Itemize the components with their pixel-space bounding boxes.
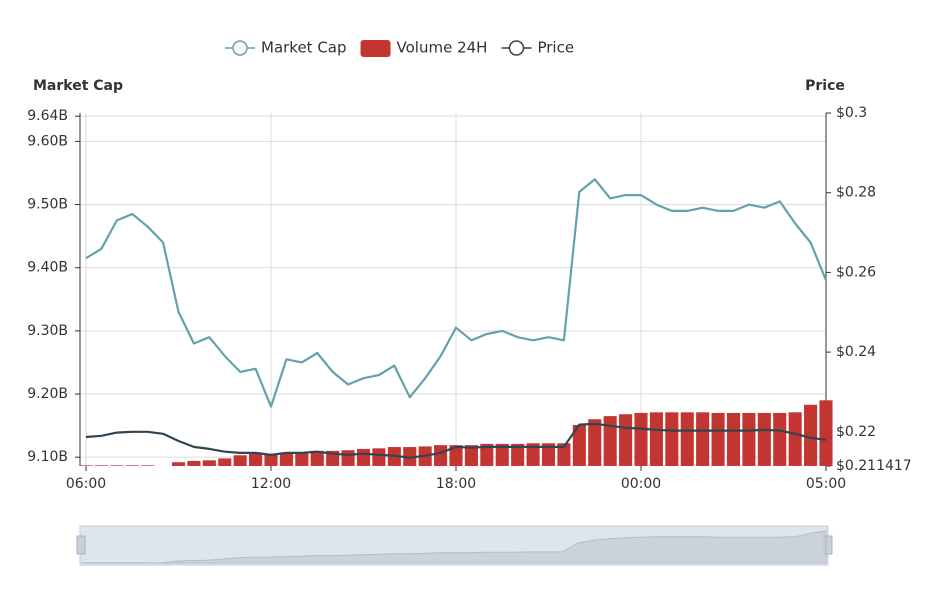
- legend-circle: [232, 40, 248, 56]
- volume-bar: [464, 445, 478, 466]
- y2-tick-label: $0.3: [836, 105, 867, 121]
- volume-bar: [757, 412, 771, 466]
- y2-tick-label: $0.28: [836, 185, 876, 201]
- y-tick-label: 9.30B: [27, 323, 68, 339]
- volume-bar: [511, 443, 525, 466]
- volume-bar: [310, 450, 324, 466]
- volume-bar: [356, 448, 371, 466]
- y2-tick-label: $0.24: [836, 344, 876, 360]
- volume-bar: [218, 458, 232, 466]
- legend-circle: [508, 40, 525, 56]
- volume-bar: [249, 454, 263, 466]
- x-tick-label: 12:00: [251, 476, 291, 492]
- volume-bar: [403, 447, 417, 466]
- volume-bar: [264, 454, 278, 466]
- volume-bar: [480, 443, 494, 466]
- volume-bar: [171, 462, 186, 466]
- y2-tick-label: $0.211417: [836, 458, 912, 474]
- legend-swatch: [360, 40, 391, 57]
- volume-bar: [495, 443, 509, 466]
- volume-bar: [726, 412, 741, 466]
- volume-bar: [187, 460, 201, 466]
- volume-bar: [819, 400, 833, 466]
- x-tick-label: 05:00: [806, 476, 846, 492]
- volume-bar: [202, 460, 216, 466]
- volume-bar: [141, 465, 155, 466]
- y-tick-label: 9.40B: [27, 260, 68, 276]
- series-line: [85, 178, 828, 408]
- y-axis-title: Market Cap: [33, 78, 123, 94]
- x-tick-label: 00:00: [621, 476, 661, 492]
- volume-bar: [125, 465, 139, 466]
- legend-label: Market Cap: [261, 39, 347, 57]
- legend-item[interactable]: Price: [501, 39, 574, 57]
- volume-bar: [541, 443, 556, 466]
- volume-bar: [572, 424, 586, 466]
- series-line: [85, 422, 827, 459]
- volume-bar: [557, 443, 571, 466]
- volume-bar: [634, 412, 648, 466]
- y2-tick-label: $0.22: [836, 424, 876, 440]
- y-tick-label: 9.10B: [27, 449, 68, 465]
- volume-bar: [711, 412, 725, 466]
- volume-bar: [742, 412, 756, 466]
- y-tick-label: 9.64B: [27, 108, 68, 124]
- volume-bar: [588, 419, 602, 466]
- zoom-preview: [81, 530, 827, 564]
- volume-bar: [804, 404, 818, 466]
- volume-bar: [295, 452, 309, 466]
- volume-bar: [279, 453, 293, 466]
- volume-bar: [603, 416, 617, 466]
- volume-bar: [434, 445, 448, 466]
- volume-bar: [372, 448, 386, 466]
- volume-bar: [696, 412, 710, 466]
- y-tick-label: 9.20B: [27, 386, 68, 402]
- y2-axis-title: Price: [805, 78, 845, 94]
- volume-bar: [110, 465, 124, 466]
- volume-bar: [680, 412, 694, 466]
- volume-bar: [773, 412, 787, 466]
- volume-bar: [79, 465, 93, 466]
- volume-bar: [94, 465, 108, 466]
- legend-label: Price: [537, 39, 574, 57]
- volume-bar: [788, 412, 802, 466]
- legend-label: Volume 24H: [397, 39, 488, 57]
- y-tick-label: 9.60B: [27, 133, 68, 149]
- y-tick-label: 9.50B: [27, 197, 68, 213]
- y2-tick-label: $0.26: [836, 264, 876, 280]
- zoom-handle[interactable]: [76, 535, 86, 555]
- volume-bar: [341, 450, 355, 466]
- volume-bar: [233, 455, 247, 466]
- volume-bar: [665, 412, 679, 466]
- volume-bar: [619, 414, 633, 466]
- volume-bar: [526, 443, 540, 466]
- volume-bar: [449, 445, 463, 466]
- x-tick-label: 06:00: [66, 476, 106, 492]
- x-tick-label: 18:00: [436, 476, 476, 492]
- legend-item[interactable]: Market Cap: [225, 39, 347, 57]
- legend-item[interactable]: Volume 24H: [360, 39, 488, 58]
- volume-bar: [649, 412, 663, 466]
